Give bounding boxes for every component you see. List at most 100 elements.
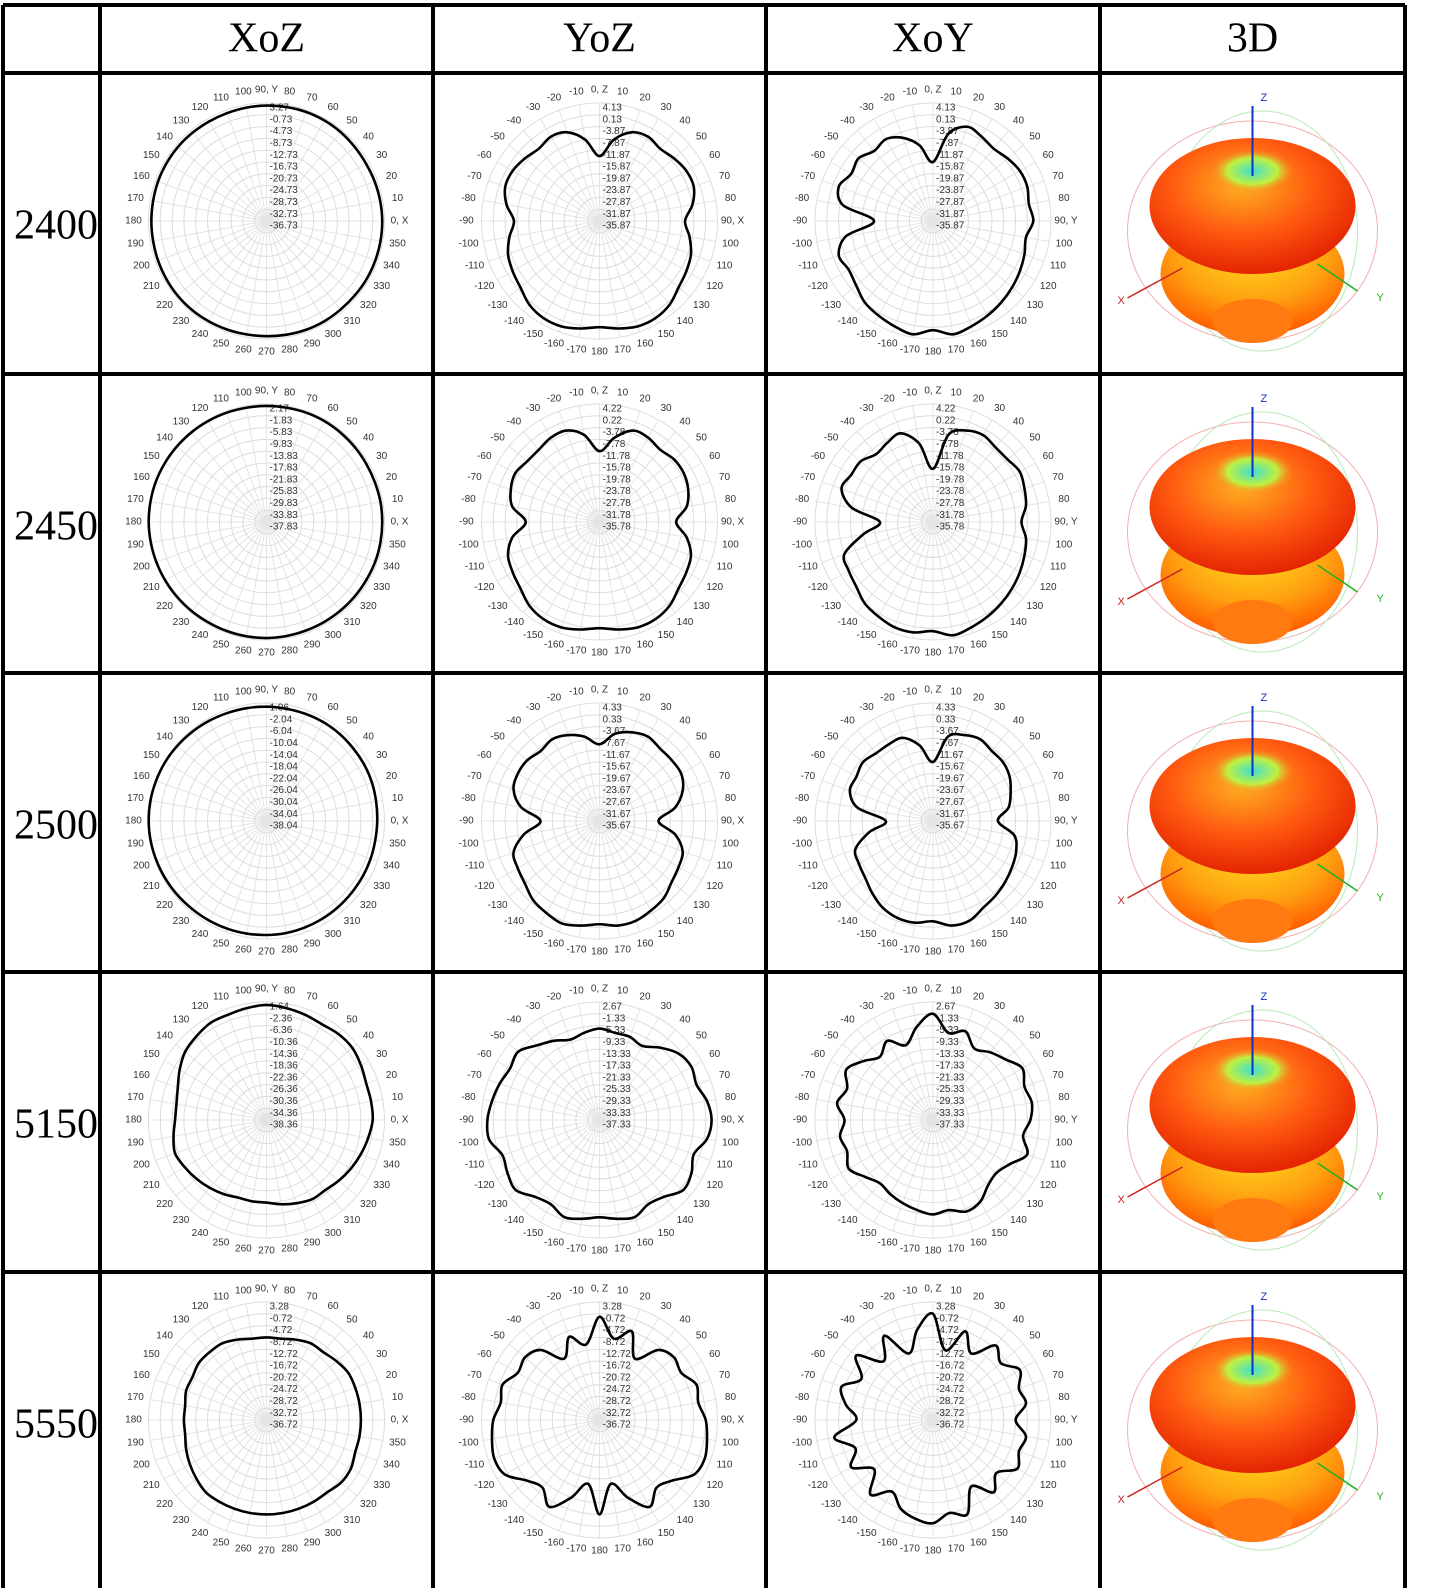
angle-label: -80: [461, 793, 476, 804]
angle-label: 140: [156, 1030, 173, 1041]
angle-label: -100: [792, 238, 812, 249]
angle-label: 140: [1010, 1515, 1027, 1526]
angle-label: 330: [373, 1180, 390, 1191]
angle-label: -30: [526, 403, 541, 414]
angle-label: -20: [880, 93, 895, 104]
angle-label: 100: [1056, 539, 1073, 550]
angle-label: -100: [792, 838, 812, 849]
angle-label: -120: [474, 1480, 494, 1491]
angle-label: 130: [173, 715, 190, 726]
angle-label: 70: [1052, 1070, 1064, 1081]
ring-label: 0.33: [936, 714, 956, 725]
angle-label: -110: [465, 1159, 485, 1170]
ring-label: -37.33: [936, 1120, 965, 1131]
angle-label: 100: [1056, 838, 1073, 849]
angle-label: -130: [821, 1499, 841, 1510]
ring-label: -11.78: [603, 451, 631, 462]
angle-label: -60: [811, 1349, 826, 1360]
ring-label: 4.22: [603, 404, 623, 415]
angle-label: 160: [637, 339, 654, 350]
angle-label: 200: [133, 561, 150, 572]
angle-label: -30: [526, 702, 541, 713]
angle-label: 70: [719, 771, 731, 782]
angle-label: 160: [637, 939, 654, 950]
angle-label: 300: [325, 630, 342, 641]
angle-label: 140: [677, 1515, 694, 1526]
ring-label: -28.72: [603, 1396, 632, 1407]
angle-label: -20: [547, 992, 562, 1003]
angle-label: -60: [477, 150, 492, 161]
angle-label: 190: [127, 1437, 144, 1448]
angle-label: 70: [1052, 171, 1064, 182]
ring-label: -15.87: [936, 162, 965, 173]
angle-label: 80: [284, 388, 296, 399]
angle-label: 40: [679, 416, 691, 427]
ring-label: -4.72: [270, 1325, 293, 1336]
ring-label: -27.78: [936, 498, 965, 509]
ring-label: -19.67: [603, 773, 632, 784]
ring-label: 0.13: [936, 114, 956, 125]
ring-label: -10.04: [270, 738, 299, 749]
ring-label: 4.13: [603, 103, 623, 114]
angle-label: -150: [856, 929, 876, 940]
angle-label: -20: [547, 1292, 562, 1303]
ring-label: -19.87: [603, 173, 632, 184]
angle-label: -10: [569, 687, 584, 698]
ring-label: -1.83: [270, 415, 293, 426]
angle-label: 100: [235, 986, 252, 997]
angle-label: -110: [465, 260, 485, 271]
angle-label: -170: [900, 1244, 920, 1255]
angle-label: 10: [617, 87, 629, 98]
frequency-label: 5550: [14, 1402, 98, 1448]
angle-label: 10: [951, 87, 963, 98]
angle-label: 110: [213, 992, 229, 1003]
angle-label: 150: [991, 630, 1008, 641]
angle-label: 10: [617, 986, 629, 997]
angle-label: -80: [795, 193, 810, 204]
angle-label: 10: [617, 687, 629, 698]
angle-label: 120: [192, 102, 209, 113]
angle-label: 30: [376, 1049, 388, 1060]
angle-label: -30: [526, 1301, 541, 1312]
angle-label: 100: [235, 388, 252, 399]
angle-label: 250: [213, 1538, 230, 1549]
ring-label: -36.73: [270, 221, 299, 232]
angle-label: -110: [798, 260, 818, 271]
angle-label: 350: [389, 539, 406, 550]
ring-label: -35.87: [603, 221, 632, 232]
ring-label: -16.72: [270, 1361, 299, 1372]
ring-label: -16.73: [270, 162, 299, 173]
angle-label: 40: [363, 1330, 375, 1341]
angle-label: -170: [900, 345, 920, 356]
ring-label: -9.33: [936, 1037, 959, 1048]
ring-label: -12.72: [270, 1349, 299, 1360]
angle-label: 230: [173, 1515, 190, 1526]
angle-label: 270: [258, 648, 275, 659]
angle-label: -90: [793, 1415, 808, 1426]
angle-label: -50: [824, 1030, 839, 1041]
angle-label: 170: [127, 193, 144, 204]
angle-label: 10: [617, 388, 629, 399]
angle-label: 80: [284, 1286, 296, 1297]
ring-label: -25.33: [936, 1084, 965, 1095]
angle-label: -150: [856, 329, 876, 340]
ring-label: -15.78: [936, 463, 965, 474]
ring-label: -13.33: [936, 1049, 965, 1060]
angle-label: 320: [360, 1499, 377, 1510]
angle-label: 40: [363, 1030, 375, 1041]
angle-label: 280: [281, 945, 298, 956]
angle-label: 90, Y: [1054, 816, 1077, 827]
angle-label: 210: [143, 1480, 160, 1491]
ring-label: -0.72: [936, 1313, 959, 1324]
angle-label: 10: [951, 1286, 963, 1297]
angle-label: -20: [880, 992, 895, 1003]
angle-label: 300: [325, 329, 342, 340]
angle-label: 350: [389, 1137, 406, 1148]
angle-label: 170: [127, 793, 144, 804]
angle-label: 40: [1013, 115, 1025, 126]
angle-label: 110: [717, 561, 733, 572]
angle-label: -90: [459, 216, 474, 227]
angle-label: -150: [856, 630, 876, 641]
angle-label: 80: [1058, 1092, 1070, 1103]
angle-label: 260: [235, 1244, 252, 1255]
